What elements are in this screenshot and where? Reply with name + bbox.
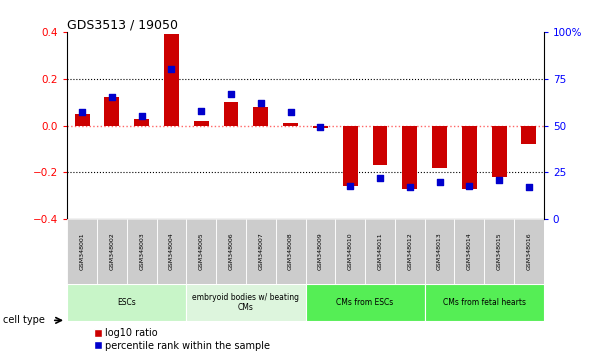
Bar bbox=[514, 219, 544, 284]
Bar bbox=[164, 34, 179, 126]
Bar bbox=[395, 219, 425, 284]
Bar bbox=[186, 284, 306, 321]
Bar bbox=[455, 219, 484, 284]
Bar bbox=[224, 102, 238, 126]
Point bbox=[286, 110, 296, 115]
Bar bbox=[373, 126, 387, 165]
Text: cell type: cell type bbox=[3, 315, 45, 325]
Bar bbox=[425, 219, 455, 284]
Point bbox=[256, 100, 266, 106]
Point bbox=[137, 113, 147, 119]
Point bbox=[494, 177, 504, 183]
Text: GSM348001: GSM348001 bbox=[79, 233, 84, 270]
Text: GSM348006: GSM348006 bbox=[229, 233, 233, 270]
Text: GDS3513 / 19050: GDS3513 / 19050 bbox=[67, 19, 178, 32]
Point bbox=[464, 183, 474, 188]
Bar bbox=[343, 126, 357, 187]
Bar bbox=[365, 219, 395, 284]
Bar bbox=[67, 219, 97, 284]
Bar bbox=[216, 219, 246, 284]
Text: embryoid bodies w/ beating
CMs: embryoid bodies w/ beating CMs bbox=[192, 292, 299, 312]
Bar bbox=[67, 284, 186, 321]
Bar bbox=[75, 114, 90, 126]
Point bbox=[107, 95, 117, 100]
Bar bbox=[186, 219, 216, 284]
Text: GSM348016: GSM348016 bbox=[527, 233, 532, 270]
Text: GSM348012: GSM348012 bbox=[408, 233, 412, 270]
Bar bbox=[306, 284, 425, 321]
Text: GSM348011: GSM348011 bbox=[378, 233, 382, 270]
Text: ESCs: ESCs bbox=[117, 298, 136, 307]
Text: GSM348007: GSM348007 bbox=[258, 233, 263, 270]
Text: GSM348014: GSM348014 bbox=[467, 233, 472, 270]
Bar bbox=[104, 97, 119, 126]
Point bbox=[315, 125, 325, 130]
Point bbox=[405, 184, 415, 190]
Text: GSM348004: GSM348004 bbox=[169, 233, 174, 270]
Text: GSM348013: GSM348013 bbox=[437, 233, 442, 270]
Point bbox=[434, 179, 444, 185]
Legend: log10 ratio, percentile rank within the sample: log10 ratio, percentile rank within the … bbox=[91, 324, 274, 354]
Bar bbox=[492, 126, 507, 177]
Bar bbox=[97, 219, 127, 284]
Text: GSM348009: GSM348009 bbox=[318, 233, 323, 270]
Text: GSM348003: GSM348003 bbox=[139, 233, 144, 270]
Text: GSM348010: GSM348010 bbox=[348, 233, 353, 270]
Point bbox=[196, 108, 206, 113]
Bar bbox=[306, 219, 335, 284]
Point bbox=[345, 183, 355, 188]
Bar bbox=[246, 219, 276, 284]
Bar bbox=[156, 219, 186, 284]
Bar bbox=[254, 107, 268, 126]
Point bbox=[77, 110, 87, 115]
Bar bbox=[402, 126, 417, 189]
Text: CMs from fetal hearts: CMs from fetal hearts bbox=[443, 298, 525, 307]
Bar bbox=[484, 219, 514, 284]
Bar bbox=[134, 119, 149, 126]
Bar bbox=[283, 123, 298, 126]
Text: GSM348015: GSM348015 bbox=[497, 233, 502, 270]
Point bbox=[375, 175, 385, 181]
Bar bbox=[521, 126, 536, 144]
Bar bbox=[127, 219, 156, 284]
Bar bbox=[335, 219, 365, 284]
Bar bbox=[313, 126, 328, 128]
Point bbox=[167, 67, 177, 72]
Bar bbox=[462, 126, 477, 189]
Text: GSM348002: GSM348002 bbox=[109, 233, 114, 270]
Point bbox=[226, 91, 236, 97]
Text: GSM348005: GSM348005 bbox=[199, 233, 203, 270]
Point bbox=[524, 184, 534, 190]
Text: GSM348008: GSM348008 bbox=[288, 233, 293, 270]
Bar bbox=[194, 121, 209, 126]
Text: CMs from ESCs: CMs from ESCs bbox=[337, 298, 393, 307]
Bar bbox=[432, 126, 447, 168]
Bar bbox=[276, 219, 306, 284]
Bar bbox=[425, 284, 544, 321]
